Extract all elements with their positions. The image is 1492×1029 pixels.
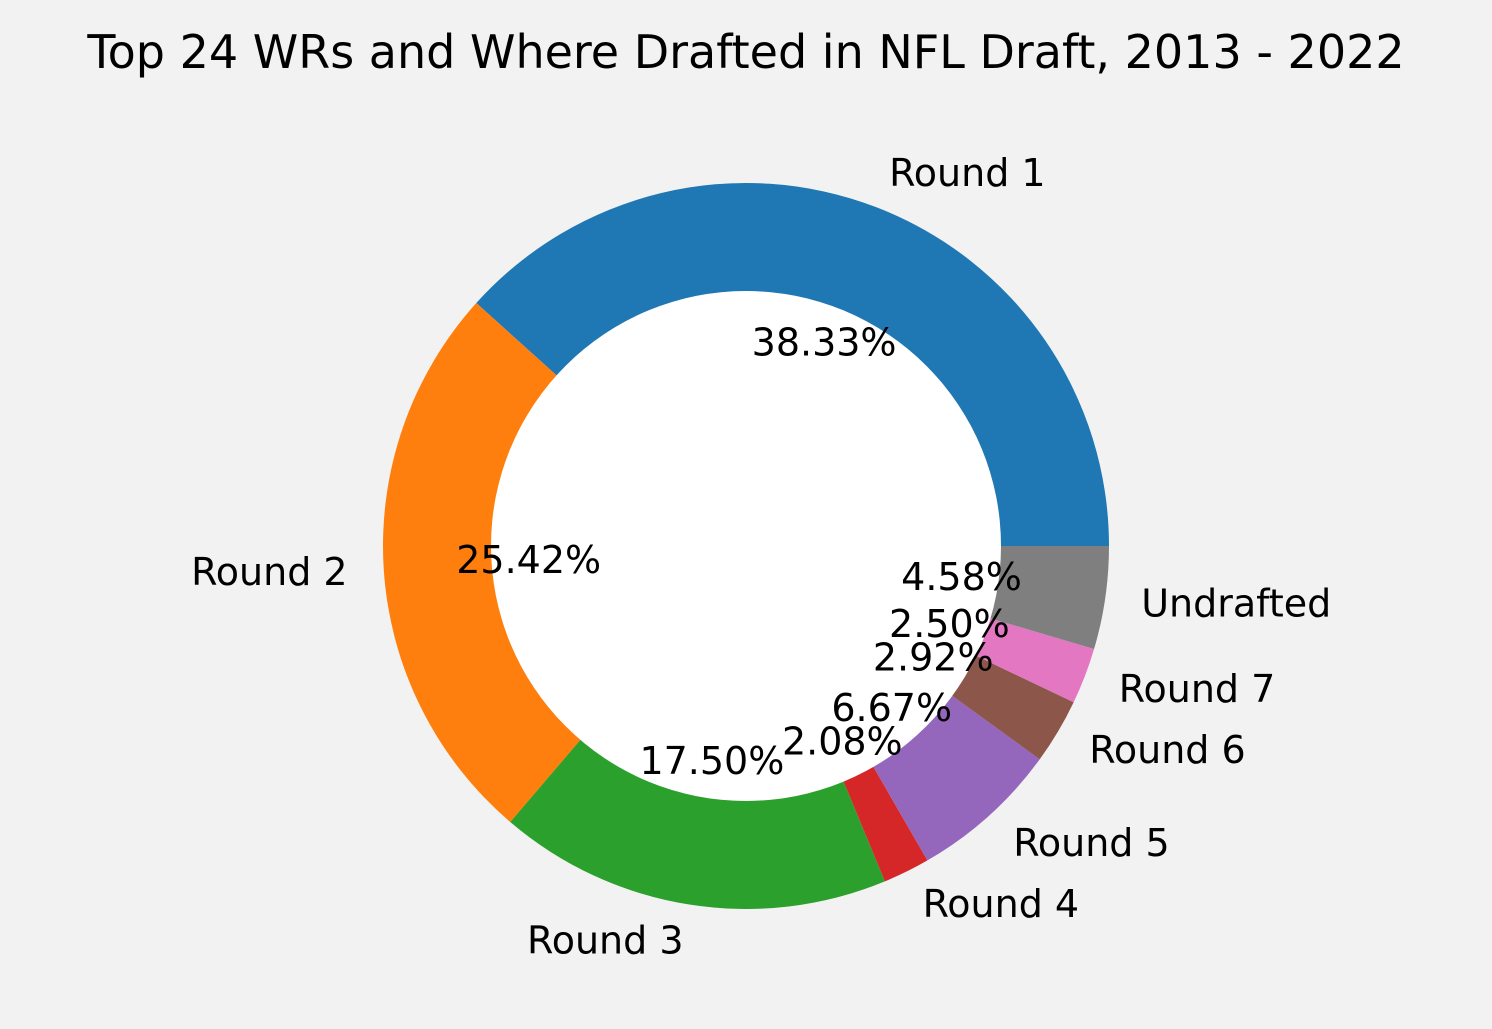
percent-label-undrafted: 4.58% [901,555,1022,599]
percent-label-round-6: 2.92% [873,635,994,679]
percent-labels-layer: 38.33% 25.42% 17.50%2.08%6.67% 2.92%2.50%4.… [456,321,1022,783]
slice-label-round-7: Round 7 [1119,667,1276,711]
slice-label-round-4: Round 4 [923,882,1080,926]
donut-hole [491,291,1001,801]
percent-label-round-7: 2.50% [889,602,1010,646]
labels-layer: Round 1 Round 2 Round 3 Round 4 Round 5 Round… [191,151,1331,962]
percent-label-round-1: 38.33% [752,321,897,365]
chart-title: Top 24 WRs and Where Drafted in NFL Draf… [86,25,1404,79]
percent-label-round-3: 17.50% [639,739,784,783]
slice-label-round-6: Round 6 [1089,728,1246,772]
percent-label-round-2: 25.42% [456,538,601,582]
slice-label-round-5: Round 5 [1013,821,1169,865]
slice-label-undrafted: Undrafted [1141,581,1331,625]
percent-label-round-4: 2.08% [782,719,903,763]
percent-label-round-5: 6.67% [831,686,952,730]
slice-label-round-3: Round 3 [527,918,684,962]
slice-label-round-2: Round 2 [191,550,348,594]
slice-label-round-1: Round 1 [889,151,1046,195]
